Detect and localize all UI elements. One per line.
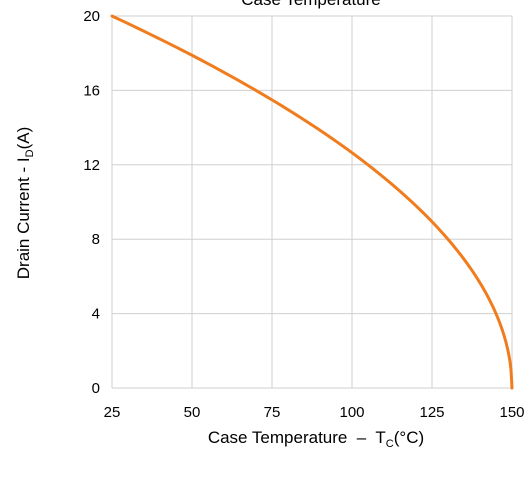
x-tick-label: 75	[264, 404, 281, 421]
y-axis-title-unit: (A)	[14, 127, 33, 150]
chart-title: Case Temperature	[241, 0, 381, 9]
x-axis-title-unit: (°C)	[394, 428, 424, 447]
y-tick-label: 20	[83, 8, 100, 25]
y-tick-label: 8	[92, 231, 100, 248]
x-tick-label: 100	[339, 404, 364, 421]
y-tick-labels: 0 4 8 12 16 20	[83, 8, 100, 397]
y-tick-label: 12	[83, 157, 100, 174]
x-tick-label: 50	[184, 404, 201, 421]
series-line	[110, 14, 514, 390]
x-tick-labels: 25 50 75 100 125 150	[104, 404, 525, 421]
y-tick-label: 4	[92, 306, 100, 323]
x-tick-label: 150	[499, 404, 524, 421]
y-axis-title-main: Drain Current - I	[14, 157, 33, 279]
y-axis-title: Drain Current - ID(A)	[14, 127, 36, 280]
x-axis-title: Case Temperature – TC(°C)	[208, 428, 424, 450]
y-axis-title-subscript: D	[24, 149, 36, 157]
y-tick-label: 16	[83, 82, 100, 99]
x-tick-label: 125	[419, 404, 444, 421]
y-tick-label: 0	[92, 380, 100, 397]
x-axis-title-main: Case Temperature – T	[208, 428, 386, 447]
x-axis-title-subscript: C	[386, 438, 394, 450]
series-layer	[110, 14, 514, 390]
grid	[111, 15, 513, 389]
x-tick-label: 25	[104, 404, 121, 421]
